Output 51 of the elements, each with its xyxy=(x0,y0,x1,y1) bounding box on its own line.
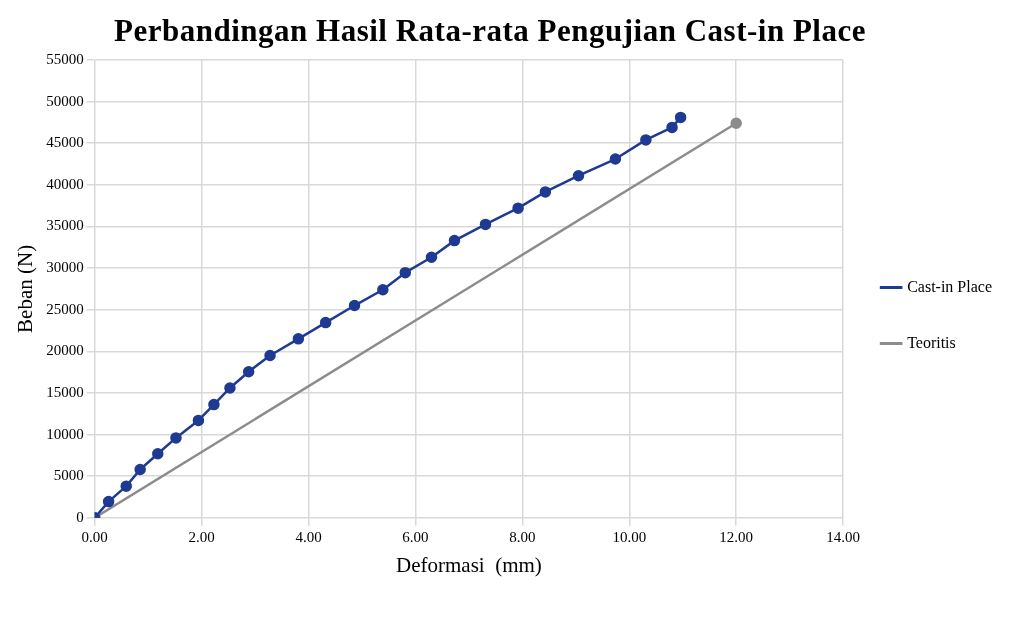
point xyxy=(377,283,389,296)
point xyxy=(640,134,652,146)
point xyxy=(609,153,622,165)
y-tick-label: 0 xyxy=(76,508,84,525)
y-tick-label: 50000 xyxy=(46,92,84,109)
y-tick-label: 5000 xyxy=(53,467,84,484)
y-tick-label: 20000 xyxy=(46,342,84,359)
y-tick-label: 35000 xyxy=(46,217,84,234)
chart-title: Perbandingan Hasil Rata-rata Pengujian Cast-in Place xyxy=(113,13,867,48)
point xyxy=(539,186,552,198)
point xyxy=(512,202,524,214)
y-axis-title: Beban (N) xyxy=(13,244,38,333)
point xyxy=(152,447,164,460)
point xyxy=(572,169,585,182)
point xyxy=(425,251,438,264)
x-tick-label: 6.00 xyxy=(402,528,429,545)
y-tick-label: 45000 xyxy=(46,134,84,151)
x-tick-label: 2.00 xyxy=(188,528,215,545)
point xyxy=(319,316,332,329)
point xyxy=(292,333,305,345)
point xyxy=(208,398,220,411)
point xyxy=(192,414,205,427)
y-tick-label: 10000 xyxy=(46,425,84,442)
point xyxy=(120,480,132,492)
point xyxy=(224,382,236,394)
point xyxy=(170,432,182,444)
x-tick-label: 0.00 xyxy=(81,528,108,545)
legend-label: Teoritis xyxy=(907,333,956,351)
y-tick-label: 55000 xyxy=(46,50,84,67)
y-tick-label: 40000 xyxy=(46,175,84,192)
x-tick-label: 8.00 xyxy=(509,528,536,545)
point xyxy=(399,266,412,279)
point xyxy=(479,218,492,231)
point xyxy=(448,234,461,247)
y-tick-label: 30000 xyxy=(46,259,84,276)
point xyxy=(242,365,255,378)
y-tick-label: 25000 xyxy=(46,300,84,317)
point xyxy=(674,111,687,124)
x-tick-label: 14.00 xyxy=(826,528,861,545)
point xyxy=(102,495,115,508)
y-tick-label: 15000 xyxy=(46,383,84,400)
point xyxy=(666,121,678,134)
point xyxy=(730,117,742,130)
point xyxy=(264,349,276,362)
x-tick-label: 10.00 xyxy=(612,528,647,545)
point xyxy=(134,463,146,476)
legend-label: Cast-in Place xyxy=(907,277,993,295)
x-axis-title: Deformasi (mm) xyxy=(396,552,542,577)
point xyxy=(348,299,361,312)
x-tick-label: 12.00 xyxy=(719,528,754,545)
x-tick-label: 4.00 xyxy=(295,528,322,545)
